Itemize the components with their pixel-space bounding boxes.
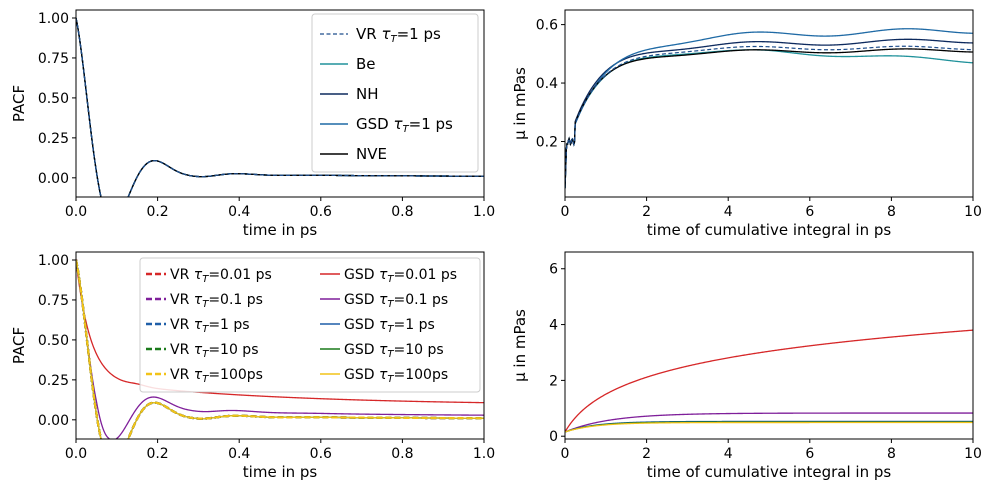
legend-label: GSD τT=0.1 ps [344, 292, 448, 310]
series-group [76, 259, 484, 439]
y-tick-label: 6 [549, 262, 558, 278]
panel-top-left: 0.0 0.2 0.4 0.6 0.8 1.0 0.00 0.25 0.50 0.75 1.00 ti… [10, 9, 495, 239]
axes-frame [75, 251, 485, 440]
series-line [565, 412, 973, 433]
legend: VR τT=0.01 ps VR τT=0.1 ps VR τT=1 ps VR τT… [139, 257, 481, 393]
series-line [565, 421, 973, 433]
x-tick-label: 0.8 [391, 204, 413, 220]
legend-label: GSD τT=0.01 ps [344, 267, 457, 285]
y-tick-label: 0 [549, 429, 558, 445]
axes-frame [564, 9, 974, 198]
legend-label: GSD τT=10 ps [344, 342, 444, 360]
y-tick-label: 4 [549, 318, 558, 334]
legend-label: GSD τT=100ps [344, 367, 448, 385]
y-tick-label: 1.00 [38, 11, 69, 27]
x-tick-label: 0.4 [228, 204, 250, 220]
y-tick-label: 1.00 [38, 253, 69, 269]
x-axis-label: time in ps [243, 463, 318, 481]
x-tick-label: 0.8 [391, 446, 413, 462]
legend: VR τT=1 ps Be NH GSD τT=1 ps NVE [311, 13, 479, 173]
y-axis-label: PACF [10, 85, 28, 122]
x-tick-label: 0.0 [65, 446, 87, 462]
x-tick-label: 0.6 [310, 204, 332, 220]
series-line [565, 45, 973, 189]
y-tick-label: 2 [549, 373, 558, 389]
panel-bottom-left: 0.0 0.2 0.4 0.6 0.8 1.0 0.00 0.25 0.50 0.75 1.00 ti… [10, 251, 495, 481]
x-tick-label: 0.4 [228, 446, 250, 462]
x-tick-label: 2 [642, 446, 651, 462]
legend-label: VR τT=10 ps [170, 342, 259, 360]
x-tick-label: 10 [964, 446, 982, 462]
x-axis-label: time of cumulative integral in ps [647, 221, 892, 239]
legend-label: GSD τT=1 ps [356, 115, 453, 135]
x-axis-label: time of cumulative integral in ps [647, 463, 892, 481]
series-group [565, 329, 973, 433]
y-tick-label: 0.75 [38, 293, 69, 309]
x-tick-label: 0.6 [310, 446, 332, 462]
x-tick-label: 0.0 [65, 204, 87, 220]
y-tick-label: 0.75 [38, 51, 69, 67]
x-tick-label: 0 [561, 446, 570, 462]
panel-top-right: 0 2 4 6 8 10 0.2 0.4 0.6 time of cumulative integ… [511, 9, 982, 239]
series-line [76, 259, 484, 439]
axes-frame [75, 9, 485, 198]
x-tick-label: 0.2 [146, 204, 168, 220]
legend-label: VR τT=1 ps [170, 317, 250, 335]
y-tick-label: 0.25 [38, 131, 69, 147]
y-tick-label: 0.50 [38, 333, 69, 349]
series-group [565, 28, 973, 189]
x-tick-label: 6 [805, 446, 814, 462]
legend-label: VR τT=0.01 ps [170, 267, 272, 285]
y-tick-label: 0.50 [38, 91, 69, 107]
axes-frame [564, 251, 974, 440]
series-line [76, 259, 484, 439]
x-tick-label: 1.0 [473, 446, 495, 462]
y-axis-label: µ in mPas [511, 67, 529, 140]
legend-label: VR τT=0.1 ps [170, 292, 263, 310]
x-tick-label: 4 [724, 446, 733, 462]
x-tick-label: 0 [561, 204, 570, 220]
series-group [76, 17, 484, 197]
x-tick-label: 2 [642, 204, 651, 220]
y-tick-label: 0.6 [536, 18, 558, 34]
legend-box [139, 257, 481, 393]
x-tick-label: 10 [964, 204, 982, 220]
x-tick-label: 4 [724, 204, 733, 220]
legend-label: Be [356, 55, 376, 73]
y-tick-label: 0.2 [536, 134, 558, 150]
legend-label: NH [356, 85, 379, 103]
series-line [565, 49, 973, 189]
legend-label: VR τT=1 ps [356, 25, 441, 45]
y-tick-label: 0.00 [38, 413, 69, 429]
x-tick-label: 6 [805, 204, 814, 220]
series-line [565, 48, 973, 189]
y-axis-label: µ in mPas [511, 309, 529, 382]
y-tick-label: 0.00 [38, 171, 69, 187]
x-axis-label: time in ps [243, 221, 318, 239]
y-axis-label: PACF [10, 327, 28, 364]
series-line [565, 38, 973, 189]
legend-label: NVE [356, 145, 387, 163]
x-tick-label: 0.2 [146, 446, 168, 462]
x-tick-label: 1.0 [473, 204, 495, 220]
legend-label: VR τT=100ps [170, 367, 263, 385]
series-line [565, 329, 973, 433]
y-tick-label: 0.25 [38, 373, 69, 389]
series-line [76, 17, 484, 197]
series-line [565, 28, 973, 189]
legend-box [311, 13, 479, 173]
x-tick-label: 8 [887, 204, 896, 220]
legend-label: GSD τT=1 ps [344, 317, 435, 335]
x-tick-label: 8 [887, 446, 896, 462]
y-tick-label: 0.4 [536, 76, 558, 92]
